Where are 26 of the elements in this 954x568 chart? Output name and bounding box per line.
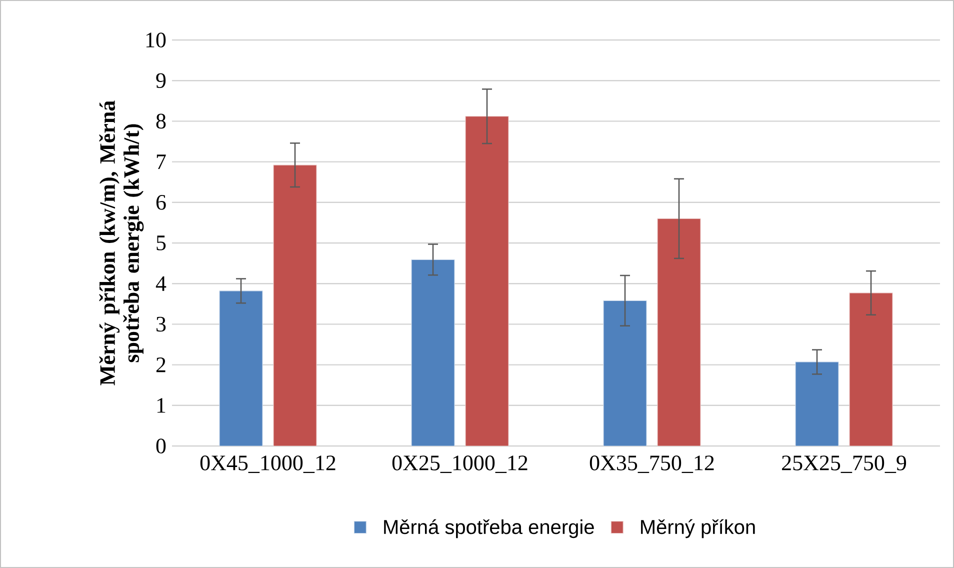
y-tick-label: 9 [156, 73, 166, 88]
y-tick-label: 6 [156, 195, 166, 210]
x-tick-label: 0X25_1000_12 [392, 456, 528, 473]
y-tick-label: 7 [156, 154, 166, 169]
legend-label: Měrná spotřeba energie [384, 519, 594, 538]
legend-label: Měrný příkon [641, 519, 755, 538]
bar [657, 218, 701, 446]
bar [411, 259, 455, 446]
x-tick-label: 25X25_750_9 [782, 456, 906, 473]
bar [849, 292, 893, 446]
bar [795, 362, 839, 446]
y-tick-label: 4 [156, 276, 166, 291]
y-tick-label: 10 [146, 32, 166, 48]
x-tick-label: 0X35_750_12 [590, 456, 714, 473]
y-tick-label: 8 [156, 114, 166, 129]
bar [219, 290, 263, 446]
y-tick-label: 5 [156, 236, 166, 250]
y-tick-label: 3 [156, 316, 166, 332]
y-tick-label: 2 [156, 358, 166, 372]
bar [273, 164, 317, 446]
bar [603, 300, 647, 446]
bar [465, 116, 509, 446]
x-tick-label: 0X45_1000_12 [200, 456, 336, 473]
y-axis-title: Měrný příkon (kw/m), Měrná spotřeba energie (kWh/t) [99, 100, 144, 386]
y-tick-label: 0 [156, 438, 166, 454]
y-tick-label: 1 [157, 398, 166, 413]
